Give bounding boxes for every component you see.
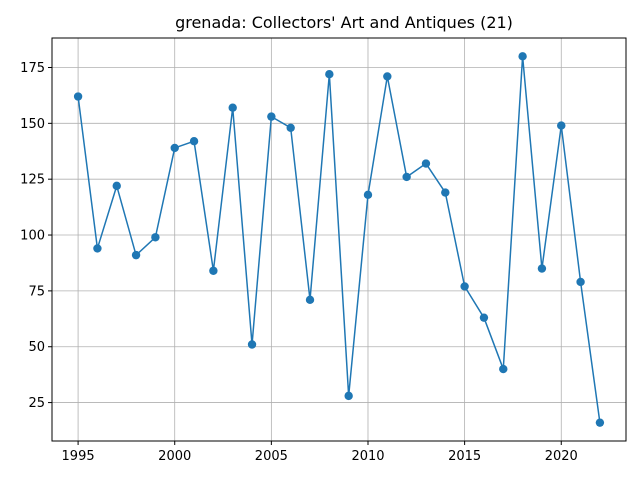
data-point bbox=[557, 121, 566, 130]
x-tick-label: 2005 bbox=[255, 449, 288, 464]
data-point bbox=[363, 190, 373, 200]
y-tick-label: 125 bbox=[20, 173, 45, 188]
y-tick-label: 25 bbox=[28, 396, 45, 411]
data-point bbox=[151, 233, 160, 242]
data-point bbox=[576, 277, 585, 287]
data-point bbox=[189, 137, 199, 146]
y-tick-label: 175 bbox=[20, 61, 45, 76]
y-tick-label: 100 bbox=[20, 229, 45, 244]
data-point bbox=[73, 92, 83, 101]
data-point bbox=[209, 266, 218, 275]
x-tick-label: 2000 bbox=[158, 449, 191, 464]
data-point bbox=[170, 143, 179, 153]
y-tick-label: 150 bbox=[20, 117, 45, 132]
y-tick-label: 75 bbox=[28, 284, 45, 299]
data-point bbox=[518, 52, 527, 61]
data-point bbox=[228, 103, 237, 112]
data-point bbox=[305, 295, 315, 305]
series-layer bbox=[73, 52, 605, 427]
x-tick-label: 2020 bbox=[545, 449, 578, 464]
y-tick-label: 50 bbox=[28, 340, 45, 355]
chart-title: grenada: Collectors' Art and Antiques (2… bbox=[175, 13, 513, 32]
data-point bbox=[131, 250, 141, 260]
plot-area-frame bbox=[51, 37, 627, 442]
data-point bbox=[325, 69, 334, 79]
data-point bbox=[344, 391, 353, 401]
data-point bbox=[402, 172, 411, 182]
data-point bbox=[286, 123, 295, 133]
data-point bbox=[479, 313, 489, 322]
axis-ticks: 1995 2000 2005 2010 2015 2020 25 50 75 100 125 150 1… bbox=[20, 61, 578, 464]
data-point bbox=[537, 264, 547, 273]
data-point bbox=[267, 112, 276, 121]
x-tick-label: 2015 bbox=[448, 449, 481, 464]
data-point bbox=[247, 340, 257, 349]
x-tick-label: 2010 bbox=[351, 449, 384, 464]
series-line bbox=[77, 55, 601, 423]
x-tick-label: 1995 bbox=[62, 449, 95, 464]
data-point bbox=[93, 244, 102, 253]
data-point bbox=[383, 72, 392, 81]
data-point bbox=[460, 282, 469, 291]
data-point bbox=[421, 159, 431, 168]
data-point bbox=[595, 418, 605, 427]
data-point bbox=[112, 181, 121, 191]
data-point bbox=[441, 188, 450, 197]
data-point bbox=[499, 364, 508, 374]
